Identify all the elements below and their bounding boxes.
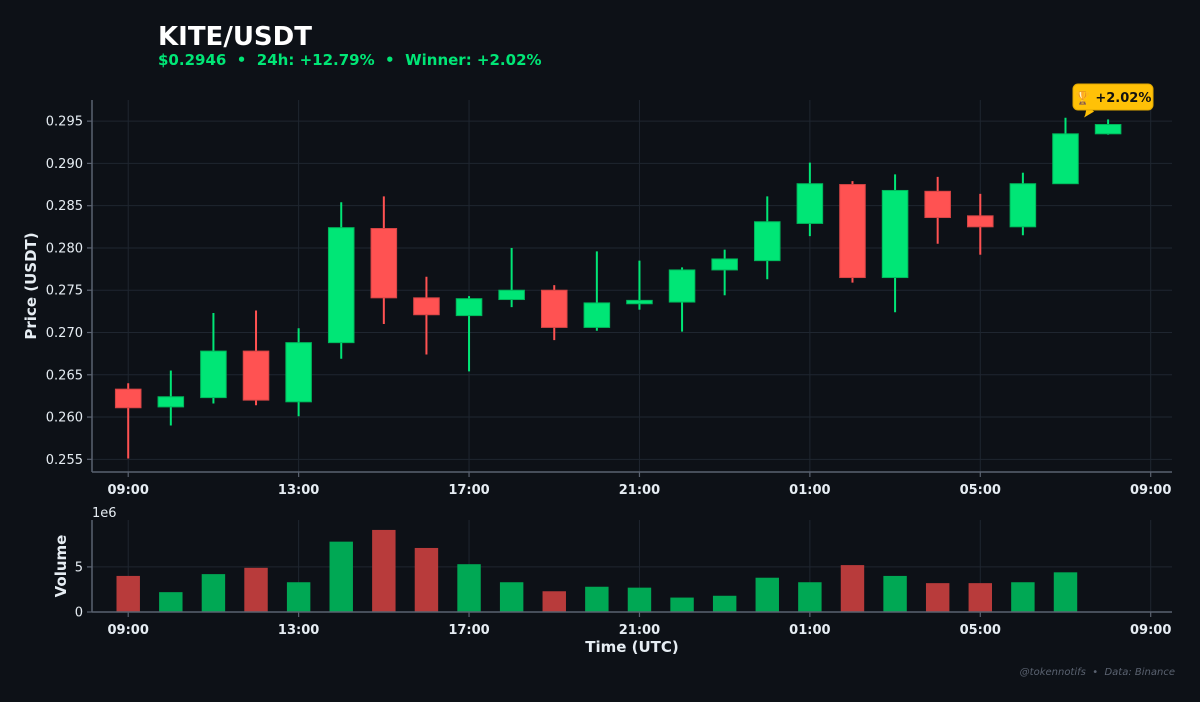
candle-body (498, 289, 525, 301)
candle-body (1009, 183, 1037, 228)
candle-body (114, 388, 142, 409)
volume-bar (372, 529, 396, 612)
price-y-ticks: 0.255 0.260 0.265 0.270 0.275 0.280 0.285 0.290… (46, 115, 92, 468)
volume-bar (159, 592, 183, 612)
volume-bar (201, 574, 226, 612)
volume-bars (116, 529, 1078, 612)
volume-scale-label: 1e6 (92, 506, 117, 521)
volume-bar (627, 587, 652, 612)
volume-y-ticks: 05 (75, 560, 92, 621)
candle-body (924, 190, 951, 219)
annotation-box (1072, 83, 1154, 111)
candle-bodies (114, 124, 1122, 409)
candle-body (626, 299, 653, 305)
chart-title: KITE/USDT (158, 22, 312, 52)
candle-body (881, 189, 909, 279)
volume-bar (798, 582, 822, 612)
price-y-tick-label: 0.260 (46, 411, 83, 426)
volume-bar (457, 564, 481, 612)
volume-bar (244, 567, 268, 612)
volume-bar (414, 547, 439, 612)
volume-bar (670, 597, 694, 612)
price-x-tick-label: 21:00 (619, 483, 660, 498)
candle-body (1094, 124, 1122, 135)
volume-bar (329, 541, 353, 612)
volume-bar (755, 577, 779, 612)
volume-x-tick-label: 13:00 (278, 623, 319, 638)
price-x-tick-label: 13:00 (278, 483, 319, 498)
volume-x-tick-label: 09:00 (108, 623, 149, 638)
price-x-tick-label: 09:00 (1130, 483, 1171, 498)
volume-bar (1011, 582, 1035, 612)
volume-bar (585, 586, 609, 612)
price-y-tick-label: 0.270 (46, 326, 83, 341)
price-x-tick-label: 05:00 (960, 483, 1001, 498)
candle-body (242, 350, 270, 401)
candle-body (1052, 133, 1079, 185)
price-y-tick-label: 0.280 (46, 241, 83, 256)
annotation-label: 🏆 +2.02% (1075, 90, 1152, 106)
price-y-tick-label: 0.290 (46, 157, 83, 172)
candle-body (839, 184, 866, 279)
candle-body (967, 215, 994, 228)
volume-bar (499, 582, 524, 612)
candle-body (583, 302, 611, 328)
winner-annotation: 🏆 +2.02% (1072, 83, 1154, 118)
price-x-ticks: 09:00 13:00 17:00 21:00 01:00 05:00 09:00 (108, 472, 1171, 498)
candle-body (668, 269, 696, 303)
chart-subtitle: $0.2946 • 24h: +12.79% • Winner: +2.02% (158, 51, 542, 69)
volume-x-tick-label: 09:00 (1130, 623, 1171, 638)
candle-body (753, 221, 781, 262)
volume-x-tick-label: 17:00 (448, 623, 489, 638)
price-x-tick-label: 17:00 (448, 483, 489, 498)
price-y-tick-label: 0.295 (46, 115, 83, 130)
volume-y-tick-label: 5 (75, 560, 83, 575)
axes (91, 100, 1172, 613)
price-x-tick-label: 09:00 (108, 483, 149, 498)
volume-y-tick-label: 0 (75, 606, 83, 621)
volume-x-tick-label: 05:00 (960, 623, 1001, 638)
volume-bar (840, 565, 865, 612)
volume-x-tick-label: 21:00 (619, 623, 660, 638)
volume-bar (1053, 572, 1078, 612)
price-y-tick-label: 0.265 (46, 368, 83, 383)
volume-bar (542, 591, 566, 612)
candle-body (796, 183, 824, 224)
volume-bar (968, 583, 992, 612)
volume-x-tick-label: 01:00 (789, 623, 830, 638)
candle-body (711, 258, 738, 271)
volume-x-ticks: 09:00 13:00 17:00 21:00 01:00 05:00 09:00 (108, 612, 1171, 638)
volume-bar (116, 575, 140, 612)
candle-body (157, 396, 185, 408)
volume-x-axis-label: Time (UTC) (585, 638, 679, 656)
candle-body (327, 227, 355, 344)
footer-credit: @tokennotifs • Data: Binance (1020, 667, 1175, 678)
candle-body (285, 342, 312, 403)
volume-bar (712, 595, 737, 612)
candle-body (540, 289, 568, 328)
price-y-tick-label: 0.275 (46, 284, 83, 299)
candle-body (413, 297, 440, 316)
price-y-tick-label: 0.285 (46, 199, 83, 214)
volume-bar (883, 575, 907, 612)
price-y-axis-label: Price (USDT) (22, 232, 40, 339)
volume-y-axis-label: Volume (52, 535, 70, 598)
candle-body (455, 298, 483, 317)
price-x-tick-label: 01:00 (789, 483, 830, 498)
candle-body (370, 228, 398, 299)
candle-body (200, 350, 227, 399)
volume-bar (286, 582, 311, 612)
price-y-tick-label: 0.255 (46, 453, 83, 468)
volume-bar (925, 583, 950, 612)
